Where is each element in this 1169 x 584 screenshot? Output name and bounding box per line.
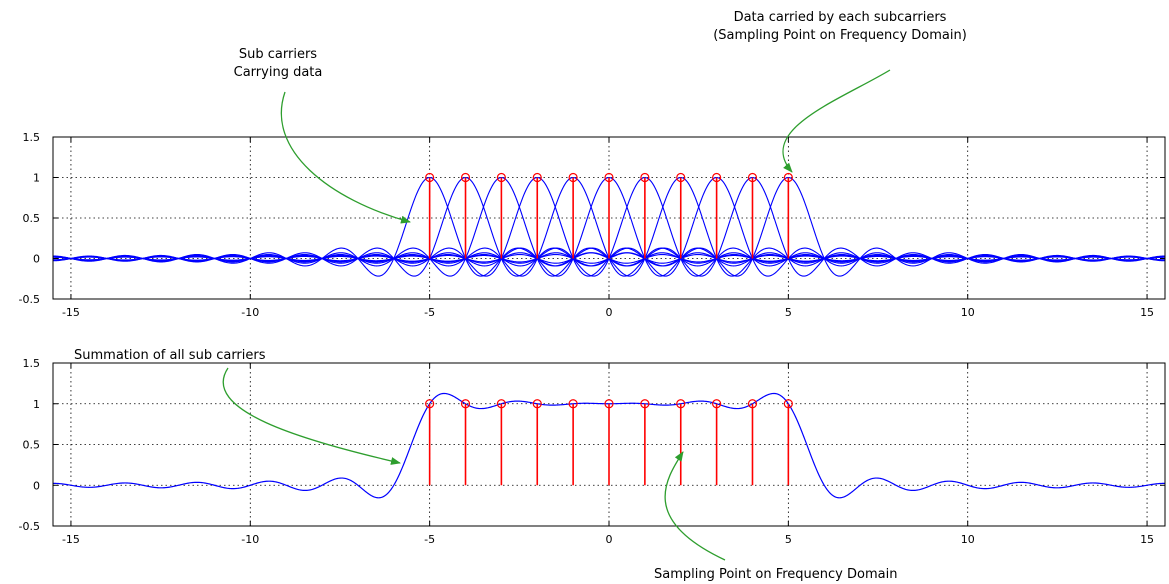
x-tick-label: 0 (606, 533, 613, 546)
x-tick-label: -15 (62, 533, 80, 546)
stem-marker (604, 399, 614, 409)
annotation-sub-carriers-line1: Sub carriers (238, 47, 318, 62)
x-tick-label: -5 (424, 306, 435, 319)
annotation-sub-carriers-line2: Carrying data (233, 65, 323, 80)
stem-marker (496, 172, 506, 183)
summation-plot: -15 -10 -5 0 5 10 15 -0.5 0 0.5 1 1.5 (19, 357, 1166, 546)
stem-marker (640, 399, 650, 409)
annotation-sampling-point: Sampling Point on Frequency Domain (654, 566, 897, 584)
x-tick-label: 5 (785, 306, 792, 319)
stem-marker (676, 172, 686, 183)
x-tick-label: 5 (785, 533, 792, 546)
arrow-sampling-point (664, 451, 726, 561)
stem-marker (460, 399, 471, 409)
stem-marker (747, 399, 758, 409)
x-tick-label: -5 (424, 533, 435, 546)
annotation-arrows (222, 69, 891, 561)
x-tick-label: -10 (241, 306, 259, 319)
stem-marker (532, 172, 542, 183)
y-tick-label: 0 (33, 479, 40, 492)
stem-marker (747, 172, 758, 183)
stem-marker (712, 172, 722, 183)
y-tick-label: -0.5 (19, 293, 40, 306)
y-tick-label: 0.5 (23, 212, 41, 225)
stem-marker (532, 399, 542, 409)
annotation-summation-text: Summation of all sub carriers (74, 348, 266, 363)
x-tick-label: -10 (241, 533, 259, 546)
stem-marker (568, 399, 578, 409)
x-tick-label: 0 (606, 306, 613, 319)
annotation-summation: Summation of all sub carriers (74, 347, 266, 365)
y-tick-label: 0 (33, 253, 40, 266)
stem-marker (676, 399, 686, 409)
arrow-summation (222, 367, 401, 465)
y-tick-label: -0.5 (19, 520, 40, 533)
y-tick-label: 1 (33, 172, 40, 185)
y-tick-label: 1.5 (23, 131, 41, 144)
stem-marker (783, 172, 793, 183)
arrow-sub-carriers (280, 91, 411, 224)
annotation-data-carried-line1: Data carried by each subcarriers (733, 10, 947, 25)
annotation-sampling-point-text: Sampling Point on Frequency Domain (654, 567, 898, 582)
x-tick-label: 10 (961, 533, 975, 546)
annotation-data-carried-line2: (Sampling Point on Frequency Domain) (713, 28, 967, 43)
y-tick-label: 0.5 (23, 439, 41, 452)
x-tick-label: 15 (1140, 533, 1154, 546)
subcarriers-plot: -15 -10 -5 0 5 10 15 -0.5 0 0.5 1 1.5 (19, 131, 1166, 319)
stem-marker (712, 399, 722, 409)
stem-marker (640, 172, 650, 183)
y-tick-label: 1.5 (23, 357, 41, 370)
x-tick-label: 10 (961, 306, 975, 319)
x-tick-label: 15 (1140, 306, 1154, 319)
annotation-data-carried: Data carried by each subcarriers (Sampli… (690, 9, 990, 45)
x-tick-label: -15 (62, 306, 80, 319)
arrow-data-carried (782, 69, 891, 173)
stem-marker (604, 172, 614, 183)
annotation-sub-carriers: Sub carriers Carrying data (218, 46, 338, 82)
stem-marker (783, 399, 793, 409)
y-tick-label: 1 (33, 398, 40, 411)
stem-marker (496, 399, 506, 409)
stem-marker (568, 172, 578, 183)
stem-marker (425, 399, 435, 409)
stem-marker (425, 172, 435, 183)
stem-marker (460, 172, 471, 183)
